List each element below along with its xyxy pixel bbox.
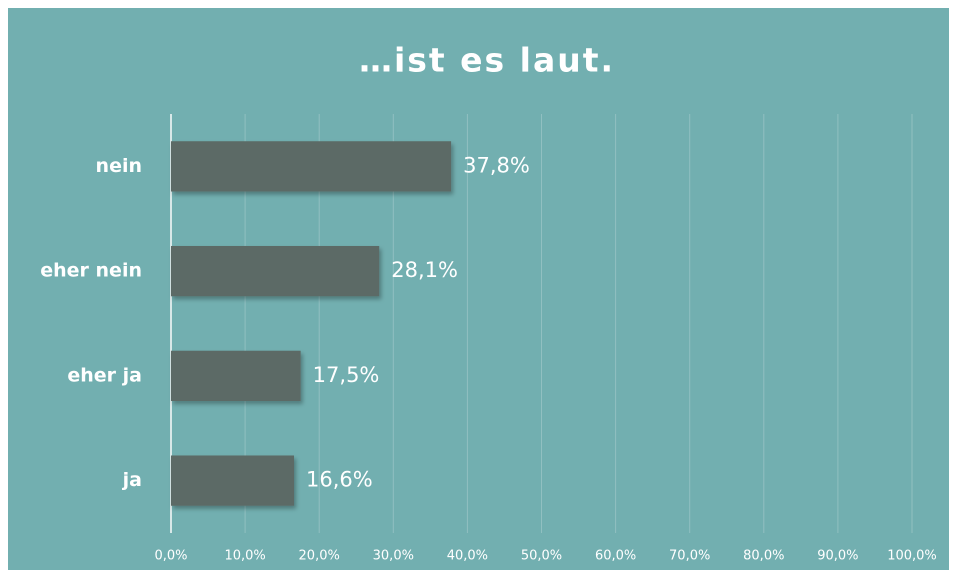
chart-title: …ist es laut. xyxy=(359,41,615,80)
x-tick-label: 90,0% xyxy=(817,549,858,564)
bar xyxy=(171,245,380,297)
x-tick-label: 20,0% xyxy=(299,549,340,564)
y-tick-label: eher ja xyxy=(67,364,142,386)
bar xyxy=(171,350,301,402)
value-label: 28,1% xyxy=(391,258,458,282)
chart-background xyxy=(8,8,949,570)
bar xyxy=(171,455,295,506)
x-tick-label: 60,0% xyxy=(595,549,636,564)
y-tick-label: ja xyxy=(122,469,142,491)
x-tick-label: 50,0% xyxy=(521,549,562,564)
x-tick-label: 70,0% xyxy=(669,549,710,564)
y-tick-label: nein xyxy=(96,155,142,177)
value-label: 37,8% xyxy=(463,153,530,177)
x-tick-label: 40,0% xyxy=(447,549,488,564)
value-label: 17,5% xyxy=(313,363,380,387)
bar xyxy=(171,141,452,192)
x-tick-label: 0,0% xyxy=(154,549,187,564)
x-tick-label: 100,0% xyxy=(887,549,937,564)
x-tick-label: 80,0% xyxy=(743,549,784,564)
x-tick-label: 10,0% xyxy=(224,549,265,564)
y-tick-label: eher nein xyxy=(40,260,142,282)
value-label: 16,6% xyxy=(306,468,373,492)
x-tick-label: 30,0% xyxy=(373,549,414,564)
